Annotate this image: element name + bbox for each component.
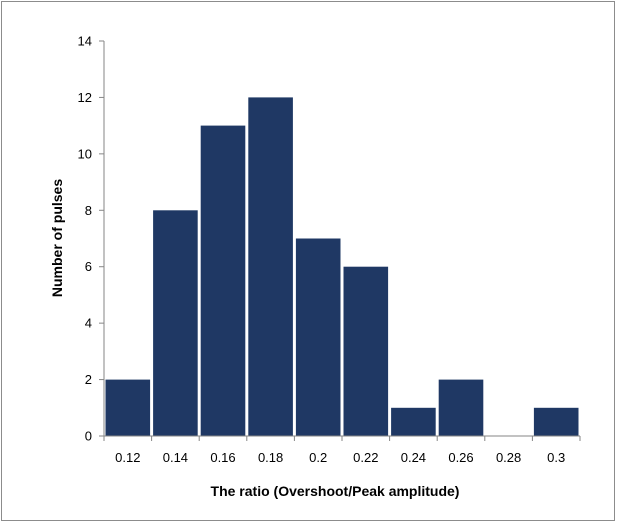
x-axis-title: The ratio (Overshoot/Peak amplitude) [211, 483, 460, 499]
bar-0.14 [153, 210, 198, 436]
bar-0.26 [438, 379, 484, 436]
y-tick-label: 12 [78, 90, 92, 105]
y-tick-label: 0 [85, 429, 92, 444]
bar-0.18 [248, 97, 293, 437]
bar-0.22 [343, 266, 389, 436]
x-tick-label: 0.24 [401, 450, 426, 465]
y-tick-label: 8 [85, 203, 92, 218]
x-ticks-group: 0.12 0.14 0.16 0.18 0.2 0.22 0.24 0.26 0.28 0.3 [103, 436, 581, 465]
bar-0.3 [533, 407, 579, 436]
y-tick-label: 6 [85, 259, 92, 274]
x-tick-label: 0.2 [309, 450, 327, 465]
x-tick-label: 0.18 [258, 450, 283, 465]
y-tick-label: 10 [78, 146, 92, 161]
y-axis-title: Number of pulses [49, 179, 65, 297]
bar-0.12 [105, 379, 151, 436]
bar-0.2 [295, 238, 341, 436]
x-tick-label: 0.16 [210, 450, 235, 465]
y-ticks-group: 0 2 4 6 8 10 12 14 [78, 34, 104, 444]
bar-0.24 [391, 407, 436, 436]
x-tick-label: 0.22 [353, 450, 378, 465]
bars-group [105, 97, 579, 437]
x-tick-label: 0.3 [547, 450, 565, 465]
bar-0.16 [200, 125, 246, 436]
x-tick-label: 0.26 [448, 450, 473, 465]
x-tick-label: 0.12 [115, 450, 140, 465]
y-tick-label: 2 [85, 372, 92, 387]
x-tick-label: 0.14 [163, 450, 188, 465]
y-tick-label: 4 [85, 316, 92, 331]
x-tick-label: 0.28 [496, 450, 521, 465]
y-tick-label: 14 [78, 34, 92, 49]
